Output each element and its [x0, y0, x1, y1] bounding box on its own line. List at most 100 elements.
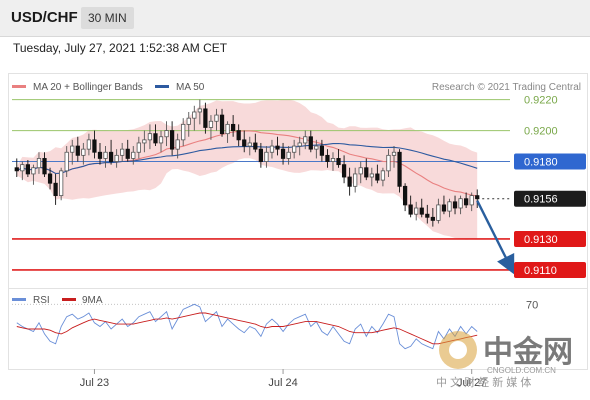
legend-swatch-9ma [62, 298, 76, 301]
legend-swatch-rsi [12, 298, 26, 301]
candle [59, 167, 64, 201]
candle [25, 159, 30, 178]
candle [131, 146, 136, 165]
candle [192, 105, 197, 131]
candle [319, 139, 325, 162]
candle [469, 192, 474, 212]
candle [186, 111, 191, 137]
candle [225, 121, 230, 143]
candle [120, 142, 125, 162]
candle [92, 130, 97, 159]
legend-swatch-ma50 [155, 85, 169, 88]
candle [147, 124, 153, 150]
candle [81, 142, 86, 165]
level-label-0.9180: 0.9180 [524, 157, 558, 169]
candle [231, 115, 236, 137]
rsi-9ma-line [16, 312, 478, 345]
candle [364, 158, 369, 181]
candle [292, 139, 297, 159]
level-badge-0.9180 [514, 153, 586, 170]
candle [369, 167, 374, 187]
candle [153, 124, 158, 147]
candle [97, 142, 103, 165]
candle [114, 149, 119, 168]
candle [236, 124, 241, 147]
legend-label-9ma: 9MA [82, 295, 103, 306]
candle [253, 133, 258, 153]
candle [136, 136, 141, 159]
candle [419, 198, 424, 218]
candle [425, 204, 430, 224]
timestamp: Tuesday, July 27, 2021 1:52:38 AM CET [13, 41, 228, 55]
candle [169, 121, 175, 156]
legend-label-ma50: MA 50 [176, 82, 205, 93]
timeframe-badge[interactable]: 30 MIN [81, 7, 134, 29]
candle [452, 195, 458, 215]
candle [47, 167, 53, 190]
candle [314, 139, 319, 159]
watermark-slogan: 中 文 财 经 新 媒 体 [436, 375, 531, 389]
candle [414, 201, 419, 221]
candle [20, 161, 25, 181]
level-label-0.9220: 0.9220 [524, 95, 558, 107]
candle [397, 149, 402, 193]
credit-text: Research © 2021 Trading Central [432, 82, 581, 93]
rsi-line [16, 303, 478, 350]
candle [475, 189, 480, 209]
candle [181, 118, 186, 147]
watermark-domain: CNGOLD.COM.CN [487, 366, 556, 375]
candle [391, 146, 397, 168]
level-badge-0.9156 [514, 190, 586, 207]
candle [447, 198, 452, 218]
watermark-text: 中金网 [483, 335, 573, 369]
watermark-logo [439, 331, 477, 369]
candle [264, 146, 269, 168]
candle [358, 161, 363, 184]
candle [308, 130, 313, 153]
candle [275, 136, 280, 156]
x-tick-label: Jul 27 [457, 377, 486, 389]
candle [280, 142, 286, 165]
candle [142, 130, 147, 153]
rsi-panel [8, 289, 588, 370]
candle [325, 149, 330, 168]
candle [158, 130, 164, 153]
candle [375, 164, 380, 184]
candle [36, 152, 42, 174]
candle [70, 139, 75, 165]
candle [269, 139, 275, 159]
candle [330, 152, 336, 171]
level-label-0.9200: 0.9200 [524, 126, 558, 138]
rsi-level-label-70: 70 [526, 299, 538, 311]
candle [258, 142, 263, 168]
chart-header: USD/CHF 30 MIN [0, 0, 590, 37]
candle [386, 149, 391, 178]
candle [464, 192, 469, 209]
candle [380, 167, 386, 187]
candle [286, 146, 291, 165]
candle [31, 164, 36, 185]
x-tick-label: Jul 23 [80, 377, 109, 389]
candle [214, 108, 219, 131]
candle [53, 173, 58, 205]
candle [125, 139, 130, 162]
candle [164, 121, 169, 147]
candle [303, 130, 308, 150]
level-label-0.9130: 0.9130 [524, 234, 558, 246]
candle [219, 108, 225, 137]
candle [242, 130, 247, 153]
bollinger-band [16, 99, 478, 240]
ma50-line [16, 142, 478, 175]
price-panel [8, 73, 588, 289]
candle [208, 115, 214, 140]
candle [458, 195, 463, 215]
candle [14, 158, 19, 178]
candle [353, 167, 358, 193]
currency-pair-title: USD/CHF [11, 9, 78, 26]
candle [108, 139, 114, 165]
candle [336, 149, 341, 168]
legend-label-ma20: MA 20 + Bollinger Bands [33, 82, 143, 93]
candle [341, 155, 347, 184]
candle [64, 146, 69, 178]
